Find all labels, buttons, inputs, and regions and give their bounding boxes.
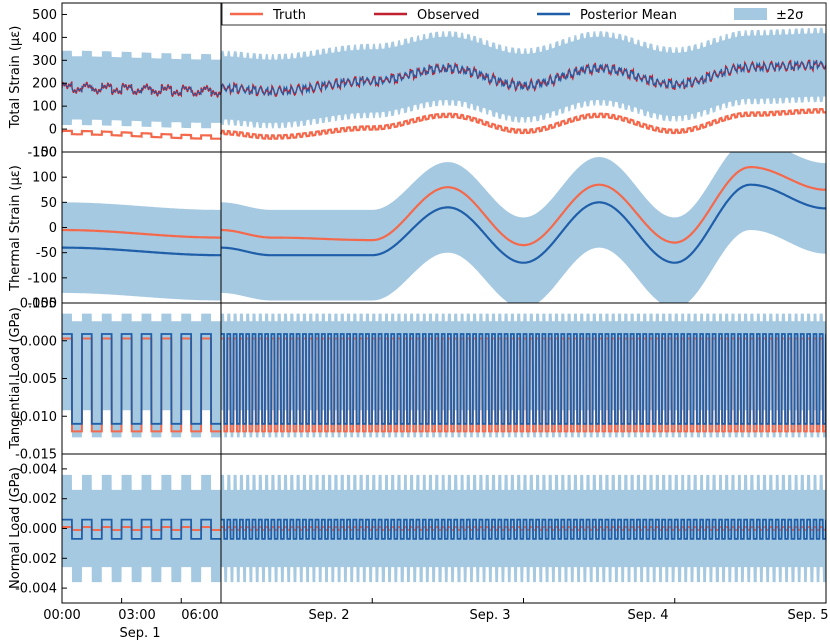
y-tick-label: 0 (49, 123, 57, 138)
y-tick-label: -0.010 (15, 410, 57, 425)
x-tick-label: 06:00 (181, 608, 218, 623)
legend-band-swatch (734, 8, 767, 20)
y-axis-label: Normal Load (GPa) (8, 467, 23, 589)
panel-plot-area (62, 474, 826, 583)
uncertainty-band (221, 152, 826, 303)
y-axis-label: Total Strain (με) (8, 26, 23, 130)
chart-overlay (61, 598, 827, 603)
truth-line (219, 107, 826, 141)
y-tick-label: -100 (27, 146, 57, 161)
posterior-mean-line (221, 333, 826, 425)
y-tick-label: 200 (32, 77, 57, 92)
y-tick-label: -150 (27, 297, 57, 312)
y-tick-label: 0 (49, 221, 57, 236)
y-tick-label: -0.015 (15, 448, 57, 463)
y-tick-label: 0.000 (20, 522, 57, 537)
panel-2: -150 -100 -50 0 50 100 150 Thermal Strain (με) (8, 146, 827, 312)
posterior-mean-line (220, 59, 826, 97)
posterior-mean-line (62, 518, 221, 540)
legend-frame (221, 2, 827, 26)
y-axis-label: Tangential Load (GPa) (8, 307, 23, 450)
panel-plot-area (62, 152, 826, 303)
legend-band-label: ±2σ (776, 8, 803, 23)
legend-truth-label: Truth (272, 8, 306, 23)
truth-line (62, 337, 221, 433)
y-axis-label: Thermal Strain (με) (8, 165, 23, 292)
y-tick-label: -0.005 (15, 372, 57, 387)
y-tick-label: 500 (32, 8, 57, 23)
x-axis: 00:00 03:00 06:00 Sep. 1 Sep. 2 Sep. 3 S… (43, 608, 828, 641)
x-tick-label: 03:00 (118, 608, 155, 623)
x-tick-label: Sep. 5 (787, 608, 828, 623)
y-tick-label: -100 (27, 271, 57, 286)
y-tick-label: -0.004 (15, 582, 57, 597)
y-tick-label: -50 (36, 246, 57, 261)
y-tick-label: 400 (32, 31, 57, 46)
x-tick-label: Sep. 4 (627, 608, 668, 623)
panel-1: -100 0 100 200 300 400 500 Total Strain (με) (8, 2, 827, 161)
posterior-mean-line (221, 183, 826, 264)
legend-posterior-label: Posterior Mean (580, 8, 677, 23)
truth-line (221, 166, 826, 247)
x-tick-label: 00:00 (43, 608, 80, 623)
y-tick-label: 0.005 (20, 297, 57, 312)
y-tick-label: 150 (32, 146, 57, 161)
y-tick-label: 0.002 (20, 492, 57, 507)
truth-line (62, 129, 221, 140)
truth-line (62, 228, 221, 239)
posterior-mean-line (62, 333, 221, 425)
panel-plot-area (62, 313, 826, 438)
panel-plot-area (62, 27, 826, 141)
x-tick-label: Sep. 2 (308, 608, 349, 623)
y-tick-label: 300 (32, 54, 57, 69)
uncertainty-band (221, 27, 826, 129)
x-date-label: Sep. 1 (119, 626, 160, 641)
legend-observed-label: Observed (417, 8, 480, 23)
y-tick-label: 100 (32, 100, 57, 115)
x-tick-label: Sep. 3 (469, 608, 510, 623)
y-tick-label: 0.004 (20, 462, 57, 477)
legend: Truth Observed Posterior Mean ±2σ (221, 2, 827, 26)
y-tick-label: 0.000 (20, 334, 57, 349)
posterior-mean-line (221, 518, 826, 540)
y-tick-label: -0.002 (15, 552, 57, 567)
posterior-mean-line (62, 246, 221, 257)
posterior-mean-line (62, 83, 222, 96)
y-tick-label: 100 (32, 171, 57, 186)
y-tick-label: 50 (40, 196, 57, 211)
